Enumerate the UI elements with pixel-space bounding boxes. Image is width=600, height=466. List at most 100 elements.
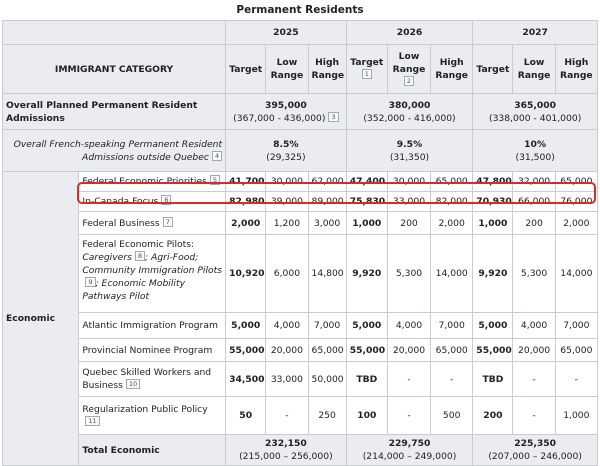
high-range-header: High Range	[430, 44, 474, 94]
aggregate-range: (31,500)	[515, 151, 555, 163]
footnote-ref[interactable]: 7	[162, 216, 173, 227]
low-range-value: 5,300	[386, 234, 432, 313]
high-range-header: High Range	[554, 44, 599, 94]
high-range-header: High Range	[307, 44, 347, 94]
immigrant-category-header: IMMIGRANT CATEGORY	[1, 44, 227, 94]
aggregate-range: (29,325)	[266, 151, 306, 163]
high-range-value: -	[430, 361, 474, 397]
target-value: 70,930	[472, 191, 514, 212]
aggregate-total: 10%	[524, 138, 547, 150]
aggregate-range: (338,000 - 401,000)	[488, 112, 582, 124]
low-range-header: Low Range	[512, 44, 556, 94]
low-range-value: 1,200	[265, 211, 309, 235]
high-range-value: 3,000	[307, 211, 347, 235]
footnote-ref[interactable]: 9	[85, 277, 96, 287]
target-header: Target	[472, 44, 514, 94]
high-range-value: 50,000	[307, 361, 347, 397]
high-range-value: -	[554, 361, 599, 397]
target-value: TBD	[345, 361, 388, 397]
aggregate-total: 232,150	[264, 438, 307, 449]
french-speaking-row: Overall French-speaking Permanent Reside…	[1, 129, 598, 172]
footnote-ref[interactable]: 2	[403, 75, 415, 86]
low-range-value: 33,000	[386, 191, 432, 212]
header-label: Low Range	[392, 50, 426, 75]
target-value: 100	[345, 396, 388, 435]
low-range-value: 33,000	[265, 361, 309, 397]
high-range-value: 62,000	[307, 171, 347, 192]
aggregate-total: 380,000	[388, 99, 431, 111]
target-value: 55,000	[225, 338, 267, 362]
high-range-value: 250	[307, 396, 347, 435]
program-label: Federal Economic Pilots:	[82, 239, 195, 250]
high-range-value: 14,800	[307, 234, 347, 313]
aggregate-total: 225,350	[514, 438, 557, 449]
target-value: 1,000	[345, 211, 388, 235]
low-range-value: 66,000	[512, 191, 556, 212]
program-name: In-Canada Focus 6	[78, 191, 227, 212]
header-label: Target	[350, 57, 384, 68]
year-2026-header: 2026	[345, 20, 474, 45]
aggregate-total: 229,750	[388, 438, 431, 449]
high-range-value: 82,000	[430, 191, 474, 212]
low-range-value: 200	[512, 211, 556, 235]
high-range-value: 14,000	[430, 234, 474, 313]
overall-admissions-row: Overall Planned Permanent Resident Admis…	[1, 93, 598, 130]
high-range-value: 7,000	[430, 312, 474, 339]
low-range-header: Low Range 2	[386, 44, 432, 94]
low-range-value: 20,000	[265, 338, 309, 362]
footnote-ref[interactable]: 6	[161, 195, 172, 205]
low-range-value: 4,000	[265, 312, 309, 339]
target-value: 82,980	[225, 191, 267, 212]
high-range-value: 65,000	[430, 338, 474, 362]
footnote-ref[interactable]: 3	[328, 111, 339, 122]
pilot-name: ; Economic Mobility Pathways Pilot	[82, 278, 186, 302]
year-2027-header: 2027	[472, 20, 598, 45]
economic-group-label: Economic	[1, 171, 80, 466]
table-row: In-Canada Focus 6 82,980 39,000 89,000 75,83…	[3, 191, 599, 212]
total-2025-cell: 232,150 (215,000 – 256,000)	[225, 434, 347, 466]
low-range-value: -	[512, 361, 556, 397]
high-range-value: 1,000	[554, 396, 599, 435]
low-range-value: 30,000	[265, 171, 309, 192]
footnote-ref[interactable]: 1	[361, 69, 372, 79]
program-label: Atlantic Immigration Program	[82, 320, 218, 331]
low-range-value: 39,000	[265, 191, 309, 212]
footnote-ref[interactable]: 8	[134, 251, 146, 261]
program-label: Federal Economic Priorities	[82, 176, 207, 187]
overall-2027-cell: 365,000 (338,000 - 401,000)	[472, 93, 598, 130]
aggregate-total: 8.5%	[273, 138, 299, 150]
high-range-value: 7,000	[307, 312, 347, 339]
low-range-value: 30,000	[386, 171, 432, 192]
program-name: Provincial Nominee Program	[78, 338, 227, 362]
footnote-ref[interactable]: 5	[209, 175, 220, 185]
footnote-ref[interactable]: 10	[125, 379, 141, 389]
program-label: Federal Business	[82, 217, 160, 229]
pilot-name: Community Immigration Pilots	[82, 265, 223, 276]
footnote-ref[interactable]: 4	[211, 150, 223, 161]
footnote-ref[interactable]: 11	[85, 415, 100, 426]
table-row: Atlantic Immigration Program 5,000 4,000 7…	[3, 312, 599, 339]
total-2026-cell: 229,750 (214,000 – 249,000)	[345, 434, 474, 466]
aggregate-range: (31,350)	[389, 151, 430, 163]
program-label: In-Canada Focus	[82, 196, 159, 207]
program-name: Quebec Skilled Workers and Business 10	[78, 361, 227, 397]
low-range-value: 4,000	[386, 312, 432, 339]
low-range-value: 20,000	[386, 338, 432, 362]
pilot-name: ; Agri-Food;	[145, 252, 199, 263]
high-range-value: 500	[430, 396, 474, 435]
permanent-residents-table: 2025 2026 2027 IMMIGRANT CATEGORY Target…	[1, 20, 599, 466]
table-caption: Permanent Residents	[236, 4, 364, 16]
aggregate-total: 9.5%	[396, 138, 423, 150]
target-value: 75,830	[345, 191, 388, 212]
target-value: 9,920	[472, 234, 514, 313]
target-value: 9,920	[345, 234, 388, 313]
target-value: 55,000	[472, 338, 514, 362]
aggregate-range: (214,000 – 249,000)	[362, 451, 457, 462]
target-value: 5,000	[225, 312, 267, 339]
low-range-value: -	[386, 361, 432, 397]
low-range-value: 5,300	[512, 234, 556, 313]
table-row: Quebec Skilled Workers and Business 10 34…	[3, 361, 599, 397]
high-range-value: 65,000	[430, 171, 474, 192]
total-economic-row: Total Economic 232,150 (215,000 – 256,000…	[3, 434, 598, 466]
low-range-value: 20,000	[512, 338, 556, 362]
